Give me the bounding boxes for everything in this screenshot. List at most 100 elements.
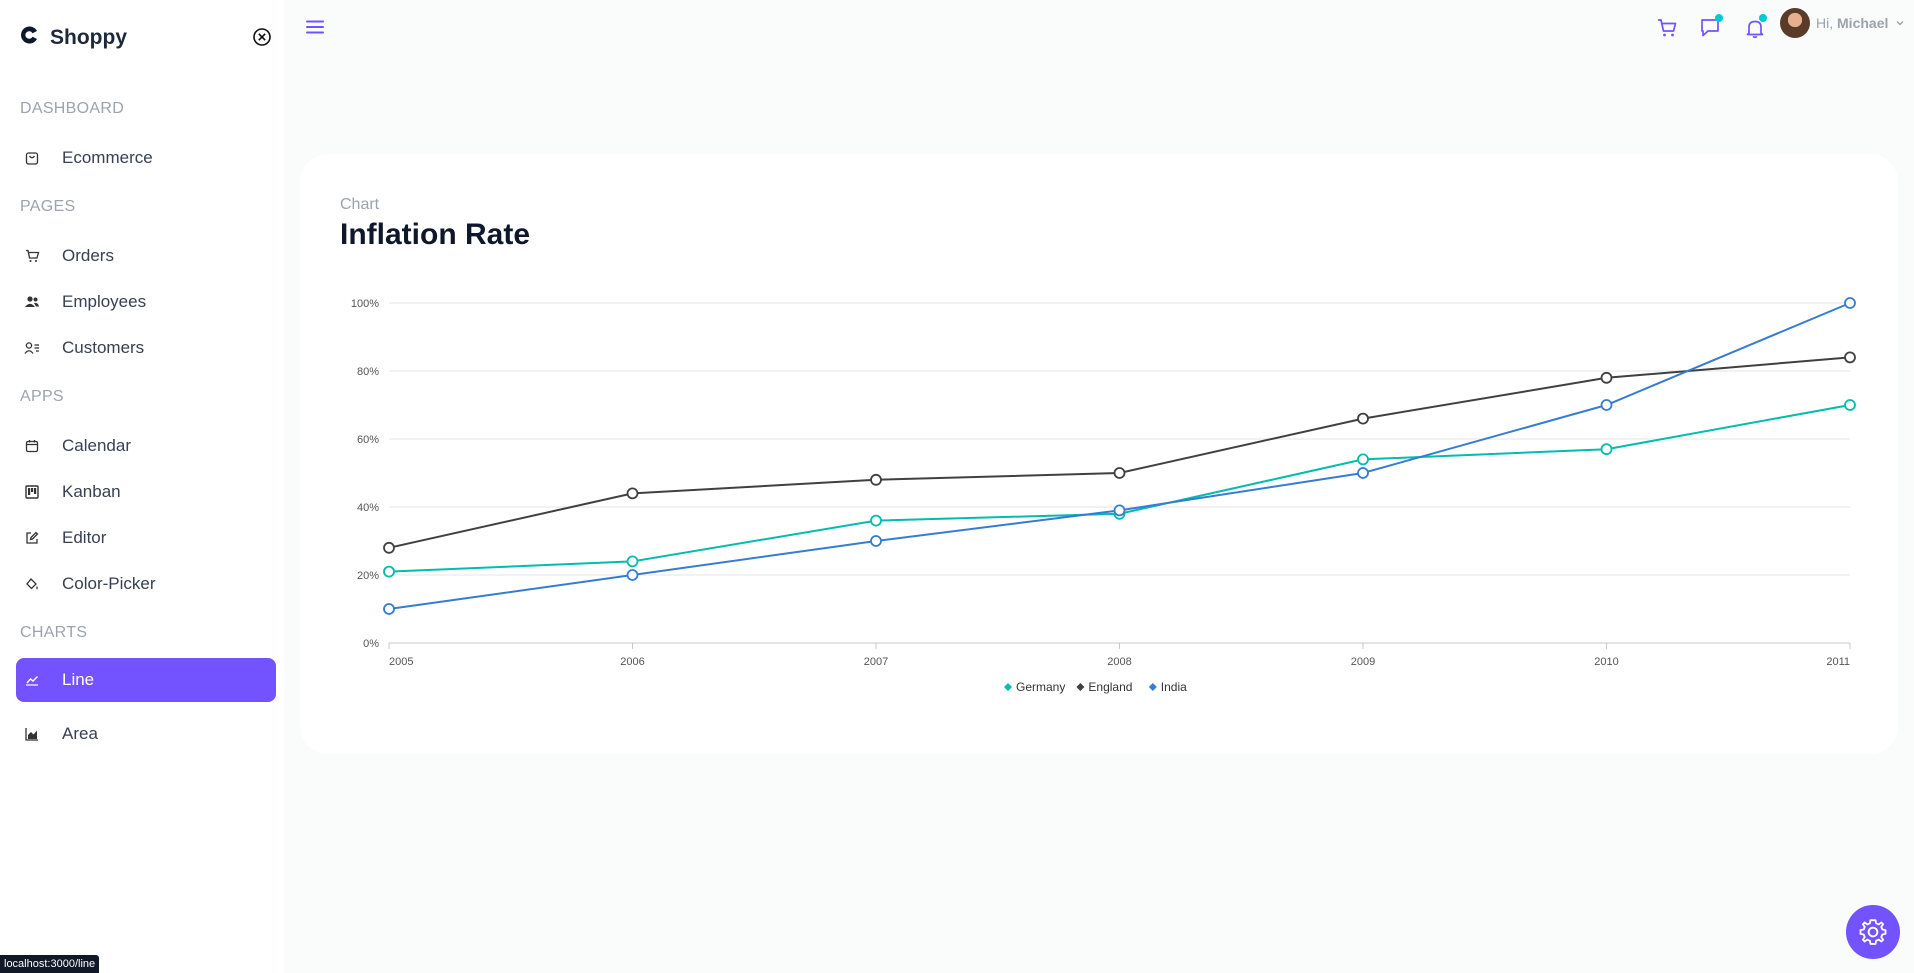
y-tick-label: 60% bbox=[357, 434, 379, 446]
menu-toggle-button[interactable] bbox=[304, 16, 326, 38]
section-pages: PAGES bbox=[20, 198, 76, 215]
sidebar-item-label: Color-Picker bbox=[62, 574, 156, 593]
x-tick-label: 2007 bbox=[864, 656, 888, 668]
notification-button[interactable] bbox=[1741, 14, 1769, 42]
brand[interactable]: Shoppy bbox=[18, 24, 127, 51]
page-title: Inflation Rate bbox=[340, 218, 531, 251]
data-point-india bbox=[383, 603, 395, 615]
gear-icon bbox=[1859, 919, 1887, 945]
x-tick-label: 2010 bbox=[1594, 656, 1618, 668]
bag-icon bbox=[24, 150, 40, 166]
avatar bbox=[1780, 8, 1810, 38]
x-tick-label: 2008 bbox=[1107, 656, 1131, 668]
data-point-england bbox=[626, 487, 639, 500]
sidebar-item-orders[interactable]: Orders bbox=[16, 234, 276, 278]
data-point-india bbox=[626, 569, 639, 581]
data-point-england bbox=[1600, 371, 1613, 384]
data-point-india bbox=[1357, 467, 1369, 479]
y-tick-label: 80% bbox=[357, 366, 379, 378]
hamburger-icon bbox=[306, 20, 324, 34]
sidebar-item-editor[interactable]: Editor bbox=[16, 516, 276, 560]
kanban-icon bbox=[24, 484, 40, 500]
sidebar-item-line[interactable]: Line bbox=[16, 658, 276, 702]
settings-button[interactable] bbox=[1846, 905, 1900, 959]
sidebar-item-label: Customers bbox=[62, 338, 145, 357]
sidebar-item-label: Line bbox=[62, 670, 95, 689]
x-tick-label: 2009 bbox=[1351, 656, 1375, 668]
chevron-down-icon bbox=[1896, 21, 1904, 26]
brand-name: Shoppy bbox=[50, 25, 127, 49]
legend-marker-india bbox=[1148, 683, 1157, 691]
cart-icon bbox=[1658, 19, 1677, 37]
inflation-line-chart[interactable]: 0% 20% 40% 60% 80% 100% 2005 2006 2007 2008 2009 20… bbox=[300, 154, 1898, 754]
sidebar-item-label: Area bbox=[62, 724, 98, 743]
sidebar-item-customers[interactable]: Customers bbox=[16, 326, 276, 370]
sidebar-item-kanban[interactable]: Kanban bbox=[16, 470, 276, 514]
data-point-england bbox=[1844, 351, 1856, 364]
sidebar-item-label: Employees bbox=[62, 292, 147, 311]
data-point-germany bbox=[1357, 453, 1369, 466]
paint-icon bbox=[24, 576, 40, 592]
notification-badge bbox=[1759, 14, 1767, 22]
sidebar-item-label: Calendar bbox=[62, 436, 131, 455]
sidebar-item-label: Editor bbox=[62, 528, 107, 547]
sidebar: Shoppy DASHBOARD Ecommerce PAGES Orders … bbox=[0, 0, 284, 973]
line-chart-icon bbox=[24, 672, 40, 688]
data-point-england bbox=[383, 541, 395, 554]
area-chart-icon bbox=[24, 726, 40, 742]
sidebar-item-label: Kanban bbox=[62, 482, 121, 501]
sidebar-item-ecommerce[interactable]: Ecommerce bbox=[16, 136, 276, 180]
sidebar-item-employees[interactable]: Employees bbox=[16, 280, 276, 324]
legend-marker-germany bbox=[1004, 683, 1012, 691]
contacts-icon bbox=[24, 340, 40, 356]
legend-marker-england bbox=[1076, 683, 1085, 691]
shoppy-logo-icon bbox=[18, 24, 40, 51]
data-point-england bbox=[1113, 467, 1126, 479]
cart-icon bbox=[24, 248, 40, 264]
series-line-germany bbox=[388, 404, 1851, 573]
user-greeting: Hi, Michael bbox=[1816, 15, 1888, 31]
user-name: Michael bbox=[1837, 15, 1889, 31]
close-circle-icon bbox=[253, 28, 271, 46]
data-point-india bbox=[1844, 297, 1856, 309]
data-point-germany bbox=[626, 555, 639, 568]
cart-button[interactable] bbox=[1653, 14, 1681, 42]
user-profile-menu[interactable]: Hi, Michael bbox=[1780, 8, 1906, 38]
x-tick-label: 2005 bbox=[389, 656, 413, 668]
data-point-india bbox=[870, 535, 882, 547]
data-point-england bbox=[1357, 412, 1369, 425]
data-point-india bbox=[1113, 504, 1126, 517]
chart-card: Chart Inflation Rate 0% 20% 40% 60% 80% 100% 2… bbox=[300, 154, 1898, 754]
calendar-icon bbox=[24, 438, 40, 454]
legend-label-england: England bbox=[1088, 680, 1132, 694]
close-sidebar-button[interactable] bbox=[250, 25, 274, 49]
y-tick-label: 20% bbox=[357, 570, 379, 582]
legend-label-india: India bbox=[1161, 680, 1187, 694]
people-icon bbox=[24, 294, 40, 310]
edit-icon bbox=[24, 530, 40, 546]
x-tick-label: 2006 bbox=[620, 656, 644, 668]
card-subtitle: Chart bbox=[340, 196, 380, 213]
y-tick-label: 40% bbox=[357, 502, 379, 514]
x-tick-label: 2011 bbox=[1826, 656, 1850, 668]
section-apps: APPS bbox=[20, 388, 64, 405]
chat-button[interactable] bbox=[1697, 14, 1725, 42]
data-point-germany bbox=[1600, 443, 1613, 456]
greeting-text: Hi, bbox=[1816, 15, 1834, 31]
status-bar-url: localhost:3000/line bbox=[0, 955, 100, 973]
sidebar-item-label: Orders bbox=[62, 246, 114, 265]
chat-badge bbox=[1715, 14, 1723, 22]
data-point-england bbox=[870, 473, 882, 486]
data-point-germany bbox=[1844, 399, 1856, 411]
data-point-germany bbox=[383, 565, 395, 578]
section-charts: CHARTS bbox=[20, 624, 88, 641]
sidebar-item-area[interactable]: Area bbox=[16, 712, 276, 756]
section-dashboard: DASHBOARD bbox=[20, 100, 125, 117]
bell-icon bbox=[1746, 20, 1764, 39]
sidebar-item-calendar[interactable]: Calendar bbox=[16, 424, 276, 468]
y-tick-label: 100% bbox=[351, 298, 379, 310]
legend-label-germany: Germany bbox=[1016, 680, 1065, 694]
data-point-germany bbox=[870, 514, 882, 527]
y-tick-label: 0% bbox=[363, 638, 379, 650]
sidebar-item-color-picker[interactable]: Color-Picker bbox=[16, 562, 276, 606]
